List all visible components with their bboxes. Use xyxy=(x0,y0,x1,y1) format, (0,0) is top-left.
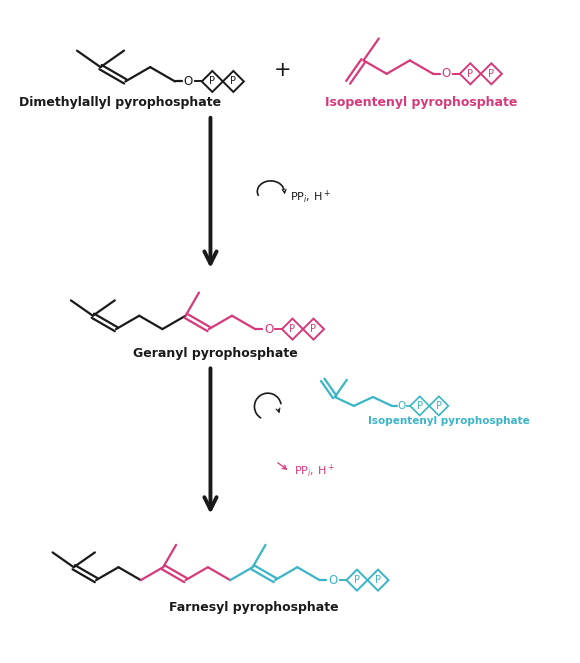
Text: O: O xyxy=(264,323,273,335)
Text: P: P xyxy=(488,69,494,79)
Text: Geranyl pyrophosphate: Geranyl pyrophosphate xyxy=(133,347,298,360)
Text: PP$_i$, H$^+$: PP$_i$, H$^+$ xyxy=(290,188,331,206)
Text: P: P xyxy=(375,575,381,585)
Text: PP$_i$, H$^+$: PP$_i$, H$^+$ xyxy=(293,463,334,480)
Text: P: P xyxy=(230,76,237,86)
Text: P: P xyxy=(310,324,317,334)
Text: P: P xyxy=(289,324,295,334)
Text: O: O xyxy=(328,573,338,587)
Text: Isopentenyl pyrophosphate: Isopentenyl pyrophosphate xyxy=(325,95,517,109)
Text: Dimethylallyl pyrophosphate: Dimethylallyl pyrophosphate xyxy=(19,95,220,109)
Text: P: P xyxy=(209,76,215,86)
Text: Isopentenyl pyrophosphate: Isopentenyl pyrophosphate xyxy=(368,416,530,426)
Text: +: + xyxy=(273,60,291,80)
Text: P: P xyxy=(416,401,423,411)
Text: P: P xyxy=(354,575,360,585)
Text: P: P xyxy=(436,401,442,411)
Text: P: P xyxy=(467,69,473,79)
Text: Farnesyl pyrophosphate: Farnesyl pyrophosphate xyxy=(169,601,338,614)
Text: O: O xyxy=(442,68,451,80)
Text: O: O xyxy=(397,401,405,411)
Text: O: O xyxy=(184,75,193,88)
